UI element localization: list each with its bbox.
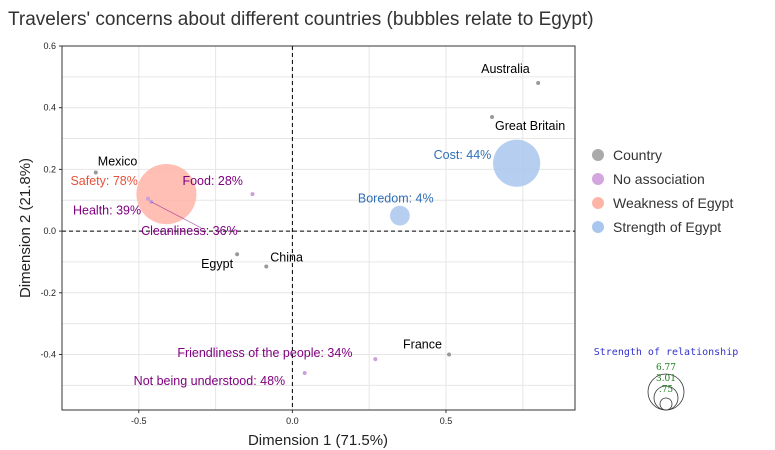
point-label: Egypt (201, 257, 233, 271)
y-ticks: 0.6 0.4 0.2 0.0 -0.2 -0.4 (40, 41, 62, 359)
y-tick-label: -0.4 (40, 349, 56, 359)
x-tick-label: 0.0 (286, 416, 299, 426)
size-legend-value: 6.77 (656, 363, 676, 373)
point-label: China (270, 251, 303, 265)
point-label: Great Britain (495, 119, 565, 133)
point-labels: Australia Great Britain Mexico Egypt China Fr… (70, 62, 565, 388)
point-country (536, 81, 541, 86)
legend-label: Country (613, 147, 662, 163)
point-country (93, 170, 98, 175)
point-label: Safety: 78% (70, 174, 137, 188)
y-axis-label: Dimension 2 (21.8%) (17, 158, 34, 298)
bubbles (136, 139, 541, 226)
y-tick-label: 0.6 (43, 41, 56, 51)
size-legend-circle (659, 397, 673, 411)
point-label: Mexico (98, 154, 138, 168)
legend-swatch-weakness (592, 197, 604, 209)
x-tick-label: -0.5 (131, 416, 147, 426)
point-no_association (146, 196, 151, 201)
point-label: France (403, 337, 442, 351)
size-legend: Strength of relationship 6.773.01.75 (594, 347, 739, 411)
y-tick-label: 0.0 (43, 226, 56, 236)
reference-lines (62, 46, 575, 410)
chart-title: Travelers' concerns about different coun… (8, 9, 594, 30)
point-label: Cleanliness: 36% (141, 224, 238, 238)
legend: Country No association Weakness of Egypt St… (592, 147, 733, 235)
y-tick-label: 0.4 (43, 103, 56, 113)
x-ticks: -0.5 0.0 0.5 (131, 410, 452, 426)
y-tick-label: -0.2 (40, 288, 56, 298)
size-legend-value: .75 (659, 385, 674, 395)
legend-label: No association (613, 171, 705, 187)
point-no_association (250, 192, 255, 197)
label-connector (150, 201, 202, 229)
bubble-strength (390, 205, 410, 226)
point-label: Food: 28% (182, 174, 242, 188)
point-label: Health: 39% (73, 204, 141, 218)
y-tick-label: 0.2 (43, 164, 56, 174)
bubble-weakness (136, 164, 197, 225)
size-legend-value: 3.01 (656, 374, 676, 384)
plot-frame (61, 45, 576, 411)
point-label: Cost: 44% (434, 148, 492, 162)
point-no_association (373, 357, 378, 362)
legend-swatch-country (592, 149, 604, 161)
size-legend-title: Strength of relationship (594, 347, 739, 358)
point-label: Not being understood: 48% (134, 374, 285, 388)
point-country (264, 264, 269, 269)
x-tick-label: 0.5 (440, 416, 453, 426)
point-country (235, 252, 240, 257)
point-country (447, 352, 452, 357)
point-country (490, 114, 495, 119)
legend-label: Weakness of Egypt (613, 195, 733, 211)
point-label: Australia (481, 62, 530, 76)
legend-swatch-strength (592, 221, 604, 233)
legend-swatch-no_association (592, 173, 604, 185)
x-axis-label: Dimension 1 (71.5%) (248, 432, 388, 449)
bubble-strength (493, 139, 541, 187)
legend-label: Strength of Egypt (613, 219, 721, 235)
point-label: Boredom: 4% (358, 192, 434, 206)
point-label: Friendliness of the people: 34% (177, 346, 352, 360)
point-no_association (302, 370, 307, 375)
